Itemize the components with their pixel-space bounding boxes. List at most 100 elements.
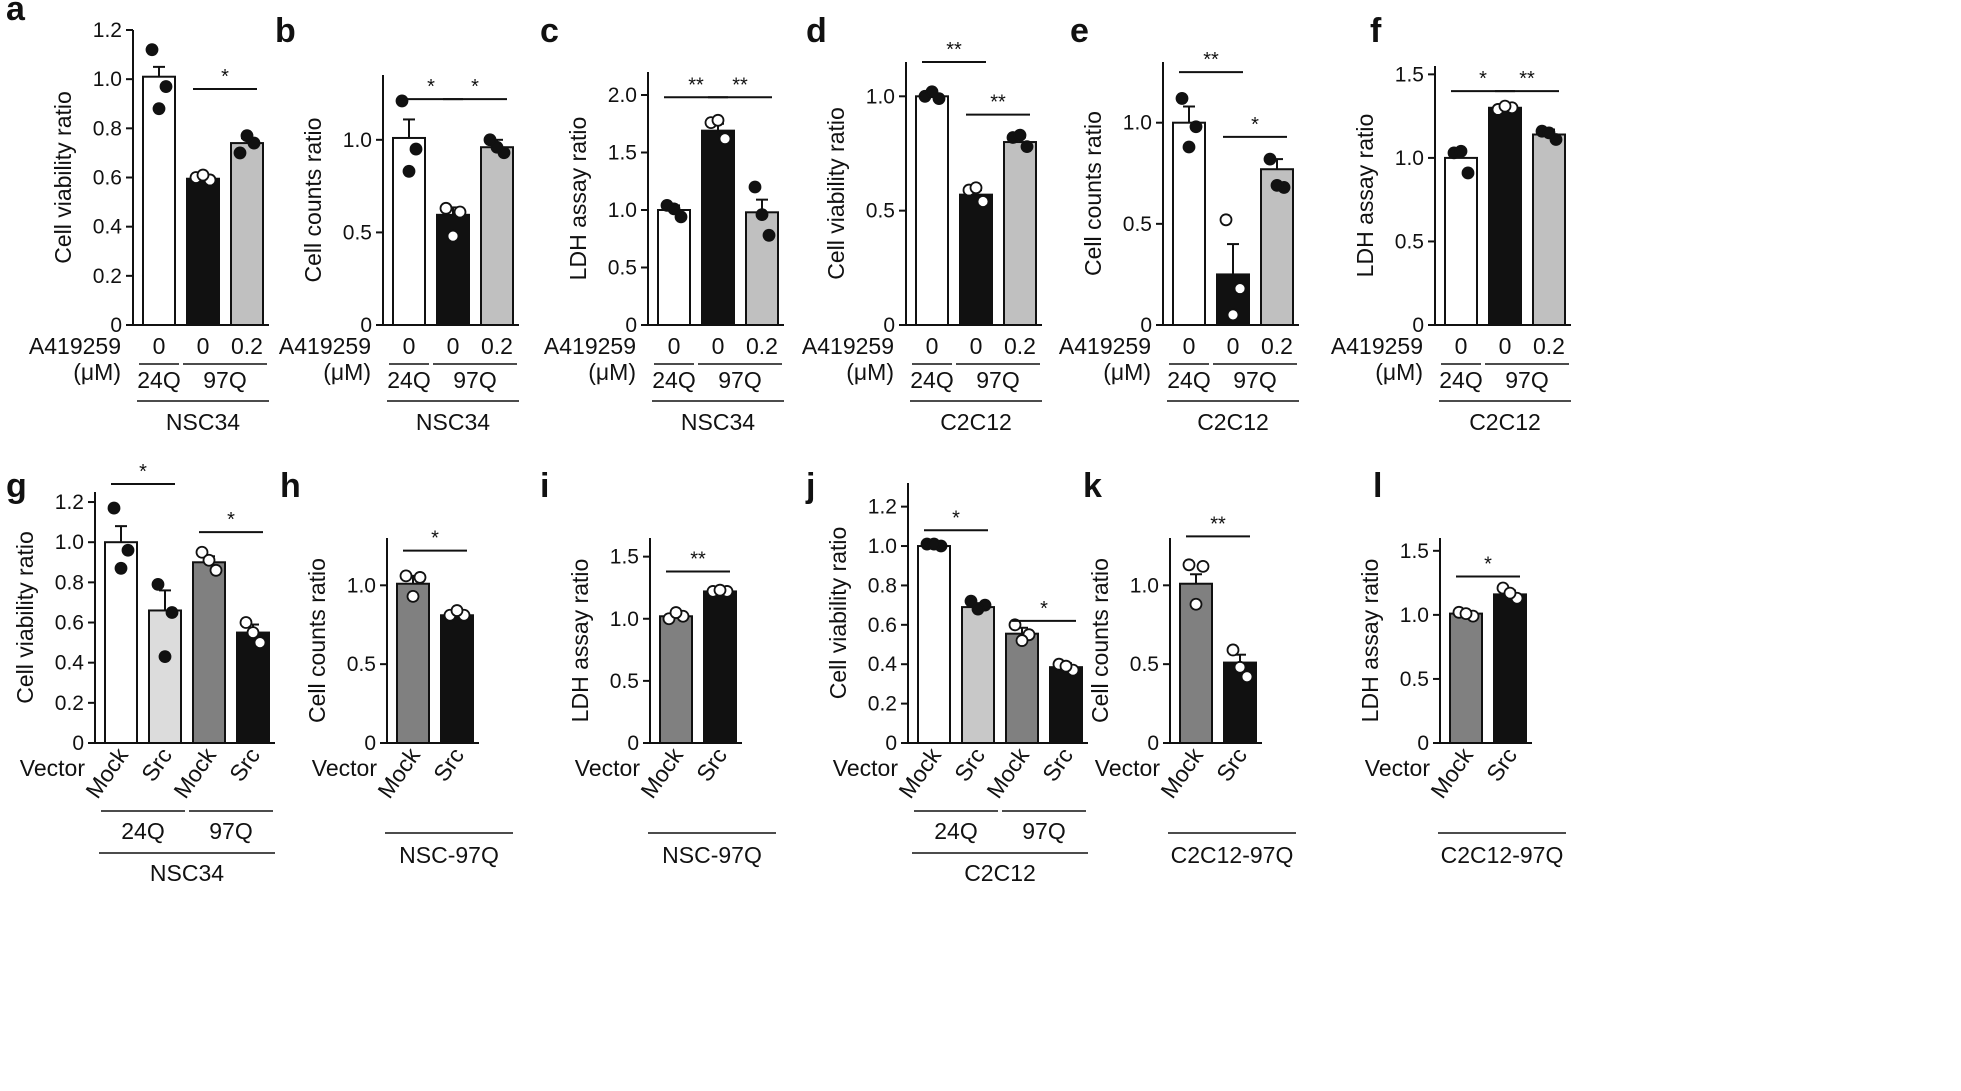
treatment-label: A419259 (279, 333, 371, 359)
data-point (1219, 213, 1233, 227)
data-point (450, 604, 464, 617)
y-tick-label: 1.2 (93, 19, 122, 42)
data-point (1503, 586, 1517, 600)
data-point (1189, 120, 1203, 134)
y-tick-label: 0 (110, 314, 122, 337)
panel-letter: g (6, 467, 27, 505)
y-tick-label: 0 (1140, 314, 1152, 337)
data-point (1270, 179, 1284, 192)
bar (961, 606, 995, 744)
bar (659, 615, 693, 744)
data-point (399, 569, 413, 583)
dose-label: 0 (1499, 333, 1512, 359)
cell-line-label: NSC-97Q (399, 842, 499, 868)
treatment-label: A419259 (1059, 333, 1151, 359)
y-tick-label: 0.5 (343, 221, 372, 244)
treatment-label: Vector (312, 755, 378, 781)
y-axis-label: Cell counts ratio (300, 118, 326, 283)
cell-line-label: NSC34 (150, 860, 224, 886)
vector-label: Src (1211, 743, 1252, 786)
y-tick-label: 0.5 (610, 670, 639, 693)
y-tick-label: 0.5 (1395, 230, 1424, 253)
unit-label: (μM) (1103, 359, 1151, 385)
vector-label: Mock (80, 743, 133, 803)
unit-label: (μM) (73, 359, 121, 385)
significance-label: * (1479, 68, 1487, 90)
bar (657, 209, 691, 326)
y-axis-label: Cell viability ratio (12, 531, 38, 704)
group-label: 97Q (718, 367, 761, 393)
group-label: 97Q (1022, 818, 1065, 844)
bar (745, 211, 779, 326)
dose-label: 0 (1227, 333, 1240, 359)
data-point (233, 146, 247, 160)
treatment-label: A419259 (29, 333, 121, 359)
data-point (395, 94, 409, 108)
y-tick-label: 0.2 (93, 265, 122, 288)
y-axis-label: Cell counts ratio (1087, 558, 1113, 723)
bar (701, 129, 735, 326)
data-point (165, 606, 179, 619)
significance-label: ** (1210, 513, 1226, 535)
bar (917, 545, 951, 744)
unit-label: (μM) (323, 359, 371, 385)
dose-label: 0 (668, 333, 681, 359)
data-point (1015, 634, 1029, 647)
panel-letter: c (540, 12, 559, 50)
vector-label: Mock (893, 743, 946, 803)
significance-label: * (427, 76, 435, 98)
y-tick-label: 0.4 (55, 652, 85, 675)
dose-label: 0 (1183, 333, 1196, 359)
vector-label: Src (949, 743, 990, 786)
dose-label: 0 (712, 333, 725, 359)
panel-g: g 0 0.2 0.4 0.6 0.8 1.0 1.2 Cell viability ratio… (6, 461, 275, 886)
data-point (976, 195, 990, 208)
bar (1449, 612, 1483, 744)
y-tick-label: 0.6 (868, 614, 897, 637)
significance-label: * (1040, 598, 1048, 620)
dose-label: 0.2 (231, 333, 263, 359)
data-point (107, 501, 121, 515)
bar (1493, 593, 1527, 744)
bar (480, 146, 514, 326)
y-axis-label: Cell viability ratio (50, 91, 76, 264)
y-tick-label: 1.0 (1400, 604, 1429, 627)
y-tick-label: 0 (1417, 732, 1429, 755)
data-point (755, 208, 769, 222)
cell-line-label: C2C12-97Q (1171, 842, 1294, 868)
data-point (202, 553, 216, 567)
group-label: 24Q (1439, 367, 1482, 393)
data-point (1542, 126, 1556, 140)
y-tick-label: 1.5 (608, 142, 637, 165)
data-point (1013, 128, 1027, 142)
vector-label: Mock (635, 743, 688, 803)
data-point (1226, 643, 1240, 657)
data-point (1263, 152, 1277, 166)
panel-letter: k (1083, 467, 1102, 505)
data-point (1175, 92, 1189, 105)
significance-label: ** (690, 549, 706, 571)
treatment-label: Vector (833, 755, 899, 781)
y-tick-label: 1.5 (610, 546, 639, 569)
y-axis-label: LDH assay ratio (1352, 114, 1378, 278)
panel-letter: e (1070, 12, 1089, 50)
y-tick-label: 0 (360, 314, 372, 337)
y-tick-label: 0 (364, 732, 376, 755)
group-label: 24Q (934, 818, 977, 844)
cell-line-label: C2C12 (940, 409, 1012, 435)
y-tick-label: 1.5 (1400, 540, 1429, 563)
significance-label: * (471, 76, 479, 98)
y-tick-label: 0.5 (1130, 653, 1159, 676)
unit-label: (μM) (588, 359, 636, 385)
group-label: 24Q (910, 367, 953, 393)
dose-label: 0.2 (1004, 333, 1036, 359)
y-tick-label: 0.5 (1123, 213, 1152, 236)
dose-label: 0.2 (1533, 333, 1565, 359)
y-tick-label: 0 (1147, 732, 1159, 755)
